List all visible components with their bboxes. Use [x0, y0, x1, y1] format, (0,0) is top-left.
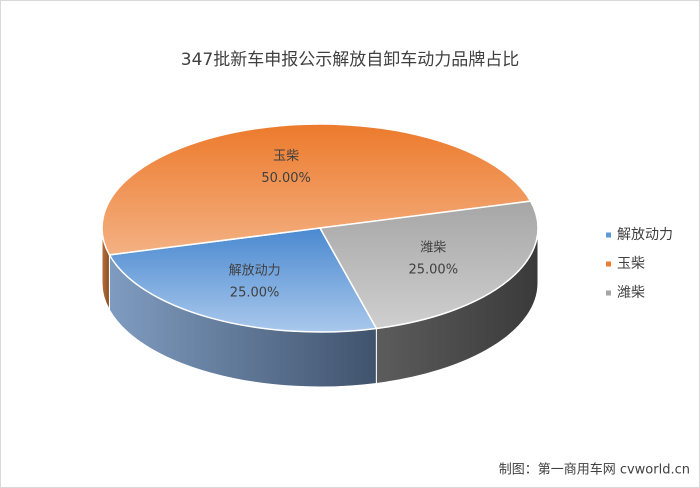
value-label: 25.00% — [408, 263, 458, 278]
chart-title: 347批新车申报公示解放自卸车动力品牌占比 — [181, 50, 519, 70]
value-label: 50.00% — [261, 171, 311, 186]
slice — [318, 200, 539, 330]
slice — [108, 227, 378, 333]
legend-marker — [606, 261, 611, 267]
footer: 制图：第一商用车网 cvworld.cn — [499, 462, 690, 478]
slice — [101, 123, 532, 256]
legend-marker — [606, 232, 611, 238]
value-label: 25.00% — [230, 286, 280, 301]
legend-label: 玉柴 — [617, 256, 645, 272]
legend-marker — [606, 290, 611, 296]
legend-label: 潍柴 — [617, 285, 645, 301]
slice-label: 玉柴 — [273, 149, 299, 164]
slice-label: 解放动力 — [229, 264, 281, 279]
legend-label: 解放动力 — [617, 227, 673, 243]
slice-label: 潍柴 — [420, 241, 446, 256]
